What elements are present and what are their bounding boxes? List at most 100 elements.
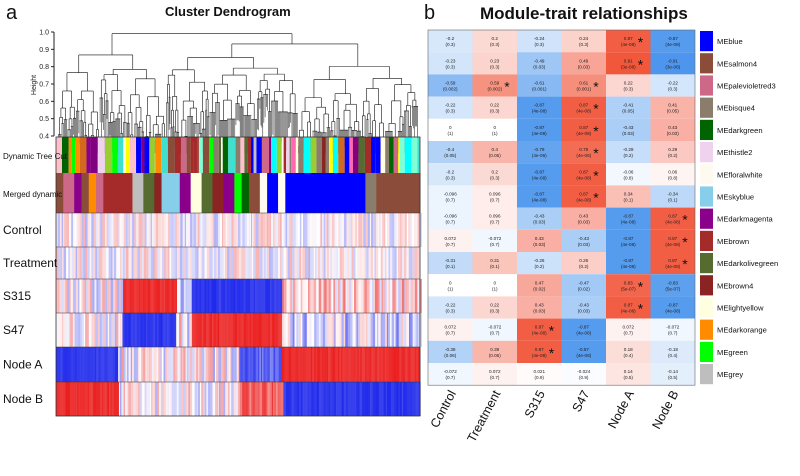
- module-label: MEfloralwhite: [717, 170, 763, 179]
- node-b-track-stripe: [383, 382, 387, 416]
- node-a-track-stripe: [310, 347, 313, 382]
- s315-track-stripe: [414, 279, 418, 313]
- node-a-track-stripe: [62, 347, 64, 382]
- node-b-track-stripe: [403, 382, 406, 416]
- dynamic-tree-cut-segment: [338, 137, 345, 173]
- s47-track-stripe: [77, 313, 81, 347]
- dynamic-tree-cut-segment: [220, 137, 223, 173]
- merged-dynamic-segment: [201, 173, 214, 213]
- node-a-track-stripe: [306, 347, 309, 382]
- node-a-track-stripe: [373, 347, 376, 382]
- dynamic-tree-cut-segment: [167, 137, 175, 173]
- s315-track-stripe: [276, 279, 279, 313]
- s315-track-stripe: [328, 279, 332, 313]
- node-a-track-stripe: [94, 347, 97, 382]
- treatment-track-stripe: [253, 247, 256, 279]
- s315-track-stripe: [233, 279, 236, 313]
- node-b-track-stripe: [242, 382, 245, 416]
- node-a-track-stripe: [65, 347, 69, 382]
- merged-dynamic-segment: [161, 173, 181, 213]
- node-a-track-stripe: [72, 347, 76, 382]
- node-b-track-stripe: [168, 382, 171, 416]
- s315-track-stripe: [151, 279, 155, 313]
- panel-b-letter: b: [424, 2, 436, 24]
- dynamic-tree-cut-segment: [228, 137, 236, 173]
- control-track-stripe: [287, 213, 290, 247]
- node-b-track-stripe: [144, 382, 146, 416]
- cell-correlation: 0.096: [489, 214, 501, 219]
- control-track-stripe: [292, 213, 294, 247]
- heatmap-cell: [606, 318, 651, 341]
- control-track-stripe: [233, 213, 237, 247]
- height-tick-label: 0.6: [39, 99, 49, 106]
- s47-track-stripe: [414, 313, 417, 347]
- node-b-track-stripe: [130, 382, 134, 416]
- s315-track-stripe: [145, 279, 148, 313]
- control-track-stripe: [394, 213, 397, 247]
- dynamic-tree-cut-segment: [358, 137, 365, 173]
- node-a-track-stripe: [63, 347, 67, 382]
- s47-track-stripe: [334, 313, 336, 347]
- treatment-track-stripe: [95, 247, 98, 279]
- s47-track-stripe: [181, 313, 184, 347]
- s315-track-stripe: [370, 279, 373, 313]
- control-track-stripe: [223, 213, 226, 247]
- cell-p-value: (0.8): [624, 175, 634, 180]
- s315-track-stripe: [98, 279, 101, 313]
- merged-dynamic-segment: [223, 173, 235, 213]
- control-track-stripe: [346, 213, 350, 247]
- heatmap-cell: [650, 274, 695, 297]
- treatment-track-stripe: [244, 247, 247, 279]
- s47-track-stripe: [255, 313, 258, 347]
- cell-correlation: -0.87: [668, 303, 679, 308]
- node-a-track-stripe: [70, 347, 73, 382]
- node-a-track-stripe: [321, 347, 324, 382]
- node-b-track-stripe: [318, 382, 322, 416]
- s47-track-stripe: [203, 313, 205, 347]
- heatmap-cell: [561, 118, 606, 141]
- dynamic-tree-cut-segment: [399, 137, 405, 173]
- node-b-track-stripe: [229, 382, 232, 416]
- treatment-track-stripe: [287, 247, 291, 279]
- control-track-stripe: [179, 213, 181, 247]
- cell-p-value: (4e-08): [576, 353, 591, 358]
- module-color-swatch: [700, 275, 713, 296]
- s315-track-stripe: [398, 279, 401, 313]
- s47-track-stripe: [134, 313, 137, 347]
- cell-p-value: (4e-08): [665, 220, 680, 225]
- cell-p-value: (0.8): [668, 175, 678, 180]
- treatment-track-stripe: [223, 247, 226, 279]
- dynamic-tree-cut-segment: [322, 137, 326, 173]
- node-a-track-stripe: [348, 347, 352, 382]
- control-track-stripe: [111, 213, 114, 247]
- control-track-stripe: [175, 213, 178, 247]
- merged-dynamic-segment: [376, 173, 421, 213]
- node-b-track-stripe: [62, 382, 66, 416]
- cell-correlation: 0.41: [668, 103, 677, 108]
- merged-dynamic-segment: [267, 173, 279, 213]
- cell-p-value: (4e-08): [576, 109, 591, 114]
- module-color-swatch: [700, 230, 713, 251]
- node-a-track-stripe: [83, 347, 85, 382]
- s315-track-stripe: [104, 279, 108, 313]
- track-row-label: S315: [3, 289, 31, 303]
- control-track-stripe: [242, 213, 246, 247]
- node-b-track-stripe: [245, 382, 248, 416]
- control-track-stripe: [56, 213, 58, 247]
- treatment-track-stripe: [58, 247, 62, 279]
- treatment-track-stripe: [112, 247, 115, 279]
- treatment-track-stripe: [316, 247, 319, 279]
- treatment-track-stripe: [68, 247, 70, 279]
- dynamic-tree-cut-segment: [155, 137, 162, 173]
- cell-correlation: -0.79: [534, 147, 545, 152]
- cell-p-value: (0.3): [490, 175, 500, 180]
- trait-label: Control: [428, 388, 459, 430]
- heatmap-cell: [472, 296, 517, 319]
- node-a-track-stripe: [366, 347, 370, 382]
- node-a-track-stripe: [283, 347, 286, 382]
- control-track-stripe: [275, 213, 279, 247]
- control-track-stripe: [161, 213, 165, 247]
- treatment-track-stripe: [106, 247, 109, 279]
- module-label: MEsalmon4: [717, 59, 757, 68]
- node-b-track-stripe: [251, 382, 254, 416]
